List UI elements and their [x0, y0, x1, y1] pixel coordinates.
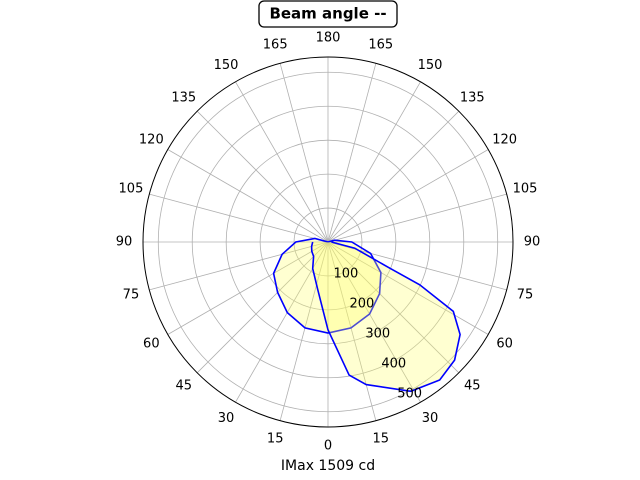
r-tick-label: 100 — [334, 266, 359, 281]
grid-spoke — [167, 149, 329, 243]
theta-tick-label: 105 — [513, 182, 538, 197]
theta-tick-label: 15 — [373, 432, 390, 447]
grid-spoke — [327, 241, 421, 403]
grid-ring — [157, 71, 499, 413]
theta-tick-label: 120 — [139, 133, 164, 148]
theta-tick-label: 60 — [496, 337, 513, 352]
grid-spoke — [279, 241, 329, 421]
theta-tick-label: 75 — [517, 287, 534, 302]
polar-frame — [142, 56, 514, 428]
theta-tick-label: 15 — [267, 432, 284, 447]
theta-tick-label: 135 — [460, 90, 485, 105]
theta-tick-label: 45 — [464, 379, 481, 394]
theta-tick-label: 60 — [143, 337, 160, 352]
grid-spoke — [327, 241, 489, 335]
theta-tick-label: 45 — [175, 379, 192, 394]
theta-tick-label: 90 — [116, 235, 133, 250]
grid-spoke — [235, 81, 329, 243]
theta-tick-label: 165 — [368, 37, 393, 52]
x-axis-label: IMax 1509 cd — [281, 458, 375, 474]
grid-spoke — [327, 241, 460, 374]
grid-ring — [225, 139, 431, 345]
r-tick-label: 300 — [365, 326, 390, 341]
grid-ring — [191, 105, 465, 379]
grid-spoke — [327, 149, 489, 243]
grid-spoke — [327, 193, 507, 243]
theta-tick-label: 180 — [316, 31, 341, 46]
grid-spoke — [167, 241, 329, 335]
theta-tick-label: 30 — [422, 411, 439, 426]
theta-tick-label: 0 — [324, 439, 332, 454]
grid-spoke — [196, 241, 329, 374]
title-box — [258, 0, 398, 28]
grid-spoke — [149, 193, 329, 243]
area-fill — [273, 238, 381, 333]
theta-tick-label: 105 — [119, 182, 144, 197]
theta-tick-label: 75 — [123, 287, 140, 302]
area-fill — [311, 242, 461, 392]
theta-tick-label: 150 — [418, 58, 443, 73]
grid-spoke — [279, 63, 329, 243]
grid-spoke — [196, 110, 329, 243]
grid-spoke — [327, 110, 460, 243]
r-tick-label: 400 — [381, 356, 406, 371]
grid-ring — [293, 207, 363, 277]
theta-tick-label: 165 — [263, 37, 288, 52]
theta-tick-label: 120 — [492, 133, 517, 148]
grid-spoke — [327, 63, 377, 243]
theta-tick-label: 150 — [214, 58, 239, 73]
r-tick-label: 200 — [349, 296, 374, 311]
grid-spoke — [327, 241, 377, 421]
curve — [310, 241, 461, 393]
theta-tick-label: 135 — [171, 90, 196, 105]
curve — [272, 237, 382, 334]
chart-title: Beam angle -- — [269, 5, 386, 23]
grid-ring — [259, 173, 397, 311]
r-tick-label: 500 — [397, 386, 422, 401]
grid-spoke — [149, 241, 329, 291]
theta-tick-label: 90 — [524, 235, 541, 250]
theta-tick-label: 30 — [218, 411, 235, 426]
grid-spoke — [327, 81, 421, 243]
